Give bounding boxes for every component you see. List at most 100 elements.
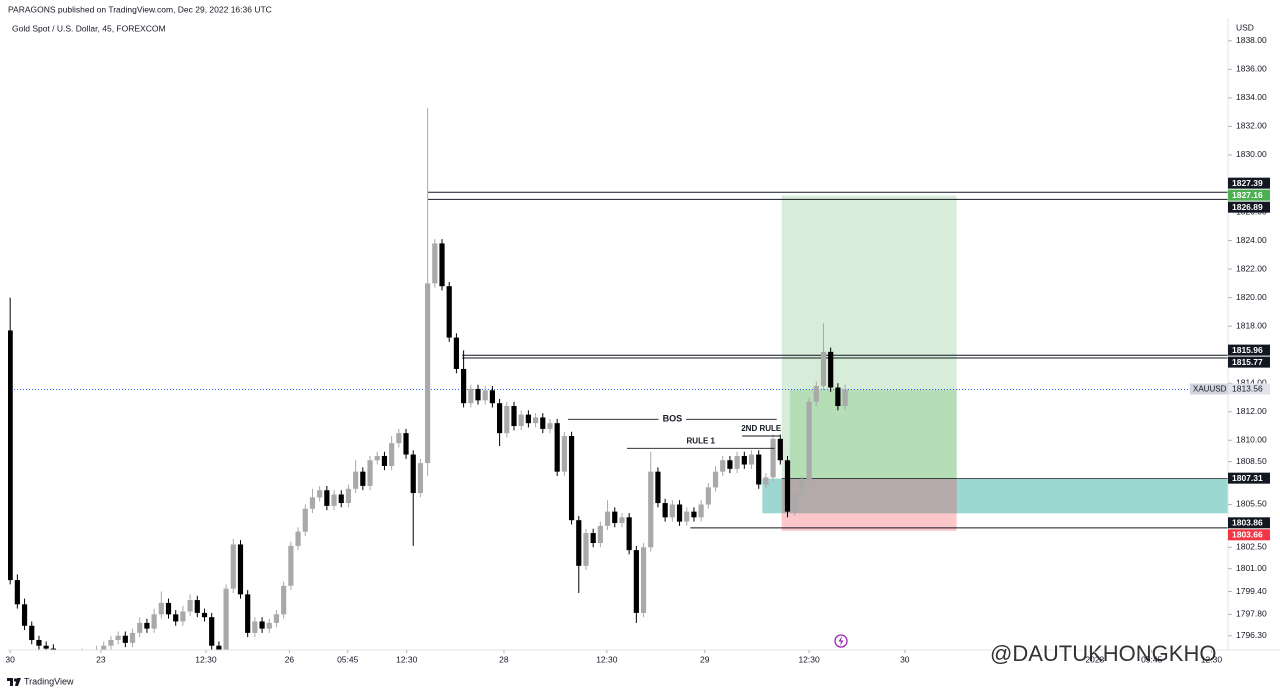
candle-body xyxy=(403,433,409,455)
candle-body xyxy=(763,477,769,485)
candle-body xyxy=(504,406,510,434)
candle-body xyxy=(129,632,136,643)
candle-body xyxy=(266,622,272,629)
last-price-label-bg xyxy=(1228,383,1270,395)
price-label-bg xyxy=(1228,472,1270,484)
candle-body xyxy=(828,351,834,388)
candle-body xyxy=(187,600,193,612)
currency-label: USD xyxy=(1236,22,1254,32)
position-stop xyxy=(781,478,957,531)
candle-body xyxy=(281,585,287,615)
x-tick-label: 30 xyxy=(5,654,15,664)
x-tick-label: 12:30 xyxy=(1201,654,1223,664)
candle-body xyxy=(381,455,388,466)
alert-icon xyxy=(834,634,848,648)
y-tick-label: 1818.00 xyxy=(1236,320,1267,330)
candle-body xyxy=(317,490,323,498)
price-label-bg xyxy=(1228,201,1270,213)
candle-body xyxy=(439,243,445,287)
candle-body xyxy=(619,517,625,524)
candle-body xyxy=(461,368,467,404)
candle-body xyxy=(29,625,35,641)
candle-body xyxy=(604,511,611,526)
candle-body xyxy=(468,388,474,404)
symbol-label-bg xyxy=(1190,383,1228,395)
x-tick-label: 29 xyxy=(700,654,710,664)
price-label-bg xyxy=(1228,356,1270,368)
candle-body xyxy=(748,454,755,465)
y-tick-label: 1805.50 xyxy=(1236,499,1267,509)
x-tick-label: 23 xyxy=(96,654,106,664)
candle-body xyxy=(482,390,488,401)
candle-body xyxy=(756,454,762,485)
last-price-label: 1813.56 xyxy=(1232,384,1263,394)
candle-body xyxy=(489,390,496,404)
price-label: 1807.31 xyxy=(1232,473,1263,483)
candle-body xyxy=(122,635,128,643)
candle-body xyxy=(525,414,531,424)
y-tick-label: 1802.50 xyxy=(1236,542,1267,552)
y-tick-label: 1834.00 xyxy=(1236,92,1267,102)
footer-brand: TradingView xyxy=(24,676,74,686)
candle-body xyxy=(309,497,316,509)
price-label: 1827.39 xyxy=(1232,178,1263,188)
y-tick-label: 1836.00 xyxy=(1236,64,1267,74)
candle-body xyxy=(302,508,308,532)
candle-body xyxy=(8,330,13,581)
candle-body xyxy=(720,460,726,472)
candle-body xyxy=(655,471,661,504)
candle-body xyxy=(144,622,150,629)
candle-body xyxy=(396,433,402,444)
candle-body xyxy=(727,460,733,469)
candle-body xyxy=(698,504,704,518)
zone xyxy=(762,478,1228,514)
candle-body xyxy=(237,544,244,595)
x-tick-label: 2023 xyxy=(1085,654,1104,664)
candle-body xyxy=(597,525,603,544)
candle-body xyxy=(230,544,236,589)
candle-body xyxy=(576,520,582,566)
candle-body xyxy=(180,611,186,622)
y-tick-label: 1810.00 xyxy=(1236,435,1267,445)
candle-body xyxy=(813,386,819,402)
candle-body xyxy=(712,471,719,488)
candle-body xyxy=(453,337,460,369)
candle-body xyxy=(475,388,481,401)
candle-body xyxy=(799,480,805,495)
symbol-label: XAUUSD xyxy=(1193,385,1227,394)
candle-body xyxy=(806,401,812,481)
candle-body xyxy=(770,438,776,478)
x-tick-label: 05:45 xyxy=(1141,654,1163,664)
candle-body xyxy=(259,621,265,629)
candle-body xyxy=(640,547,647,613)
tradingview-logo xyxy=(7,678,21,686)
candle-body xyxy=(14,580,20,605)
candle-body xyxy=(151,614,157,629)
candle-body xyxy=(209,617,215,646)
y-tick-label: 1820.00 xyxy=(1236,292,1267,302)
chart-title: Gold Spot / U.S. Dollar, 45, FOREXCOM xyxy=(12,23,166,33)
annotation-label: 2ND RULE xyxy=(741,424,782,433)
candle-body xyxy=(583,533,589,566)
y-tick-label: 1796.30 xyxy=(1236,630,1267,640)
candle-body xyxy=(360,471,366,486)
candle-body xyxy=(194,600,200,613)
candle-body xyxy=(425,283,431,464)
annotation-label: BOS xyxy=(663,414,683,424)
candle-body xyxy=(792,494,798,512)
price-label-bg xyxy=(1228,189,1270,201)
candle-body xyxy=(820,351,827,387)
candle-body xyxy=(777,438,783,461)
candle-body xyxy=(165,602,172,615)
candle-body xyxy=(691,511,697,518)
annotation-label: RULE 1 xyxy=(687,436,716,445)
candle-body xyxy=(784,460,791,512)
candle-body xyxy=(511,406,517,427)
x-tick-label: 12:30 xyxy=(195,654,217,664)
candle-body xyxy=(590,533,596,544)
candle-body xyxy=(612,511,618,524)
candle-body xyxy=(432,243,438,284)
candle-body xyxy=(273,614,280,623)
